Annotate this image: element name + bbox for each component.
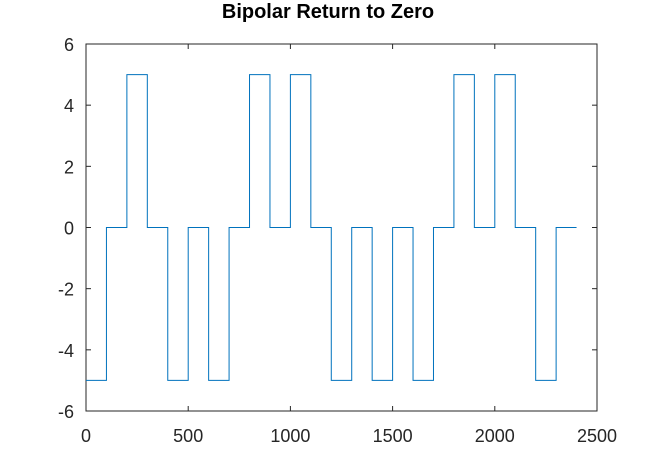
y-tick-label: -2	[58, 280, 74, 300]
y-tick-label: 0	[64, 219, 74, 239]
signal-series-line	[86, 74, 577, 381]
x-tick-label: 500	[173, 426, 203, 446]
x-tick-label: 2500	[577, 426, 617, 446]
series-group	[86, 74, 577, 381]
x-tick-label: 0	[81, 426, 91, 446]
y-tick-label: 2	[64, 157, 74, 177]
axis-ticks: 0 500 1000 1500 2000 2500 -6 -4 -2 0 2 4 6	[58, 35, 617, 446]
x-tick-label: 1000	[270, 426, 310, 446]
y-tick-label: 4	[64, 96, 74, 116]
x-tick-label: 1500	[373, 426, 413, 446]
x-tick-label: 2000	[475, 426, 515, 446]
y-tick-label: 6	[64, 35, 74, 55]
y-tick-label: -6	[58, 402, 74, 422]
chart-title: Bipolar Return to Zero	[222, 1, 434, 23]
y-tick-label: -4	[58, 341, 74, 361]
